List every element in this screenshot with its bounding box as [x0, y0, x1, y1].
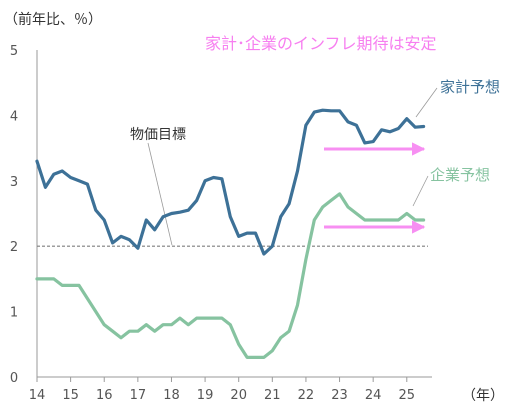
x-tick-label: 25 [399, 388, 416, 403]
y-tick-label: 4 [10, 109, 18, 124]
y-tick-label: 2 [10, 240, 18, 255]
x-tick-label: 19 [197, 388, 214, 403]
y-tick-label: 3 [10, 175, 18, 190]
target-leader-line [147, 142, 173, 246]
corporate-line [35, 192, 426, 359]
household-series-label: 家計予想 [440, 78, 500, 96]
x-tick-label: 23 [331, 388, 348, 403]
x-tick-label: 22 [298, 388, 315, 403]
chart-title: 家計･企業のインフレ期待は安定 [205, 34, 437, 53]
x-tick-label: 24 [365, 388, 382, 403]
y-tick-label: 0 [10, 371, 18, 386]
x-tick-label: 16 [96, 388, 113, 403]
x-tick-label: 18 [163, 388, 180, 403]
corporate-series-label: 企業予想 [430, 166, 490, 184]
x-tick-label: 21 [264, 388, 281, 403]
y-tick-label: 5 [10, 44, 18, 59]
corporate-leader-line [412, 175, 429, 207]
x-tick-label: 17 [130, 388, 147, 403]
x-tick-label: 14 [29, 388, 46, 403]
y-tick-label: 1 [10, 306, 18, 321]
x-tick-label: 15 [62, 388, 79, 403]
household-line [35, 108, 426, 256]
target-label: 物価目標 [130, 127, 186, 143]
household-leader-line [415, 87, 438, 118]
y-axis-unit-label: （前年比、％） [4, 11, 102, 28]
x-axis-unit-label: （年） [462, 388, 504, 404]
x-tick-label: 20 [230, 388, 247, 403]
